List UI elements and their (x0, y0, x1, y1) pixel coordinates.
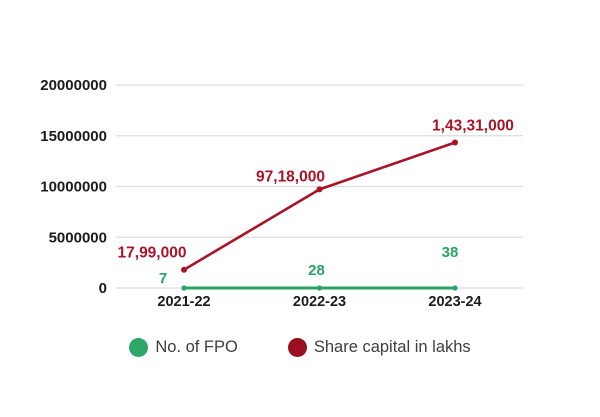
legend-item-share-capital: Share capital in lakhs (287, 338, 471, 357)
series-line-share-capital-in-lakhs (182, 141, 457, 272)
y-axis-tick-label: 15000000 (40, 128, 107, 145)
chart-legend: No. of FPO Share capital in lakhs (0, 338, 600, 357)
data-point-label: 17,99,000 (118, 245, 187, 262)
data-point-label: 38 (442, 244, 459, 261)
data-point-marker (181, 285, 187, 291)
red-circle-legend-marker-icon (287, 338, 307, 357)
x-axis-tick-label: 2022-23 (293, 294, 346, 310)
data-point-marker (452, 285, 458, 291)
data-point-label: 97,18,000 (256, 168, 325, 185)
y-axis-tick-label: 10000000 (40, 179, 107, 196)
data-point-label: 28 (308, 262, 325, 279)
y-axis-tick-label: 20000000 (40, 77, 107, 94)
x-axis-tick-label: 2023-24 (428, 294, 481, 310)
data-point-marker (452, 139, 458, 146)
data-point-label: 1,43,31,000 (432, 118, 514, 135)
data-point-marker (181, 266, 187, 273)
legend-label-no-of-fpo: No. of FPO (155, 338, 238, 356)
legend-item-no-of-fpo: No. of FPO (129, 338, 238, 357)
y-axis-tick-label: 5000000 (49, 229, 107, 246)
legend-label-share-capital: Share capital in lakhs (313, 338, 471, 356)
data-point-marker (316, 186, 323, 193)
data-point-marker (316, 285, 323, 291)
data-point-label: 7 (159, 270, 167, 287)
green-circle-legend-marker-icon (129, 338, 149, 357)
x-axis-tick-label: 2021-22 (157, 294, 210, 310)
y-axis-tick-label: 0 (99, 280, 107, 297)
